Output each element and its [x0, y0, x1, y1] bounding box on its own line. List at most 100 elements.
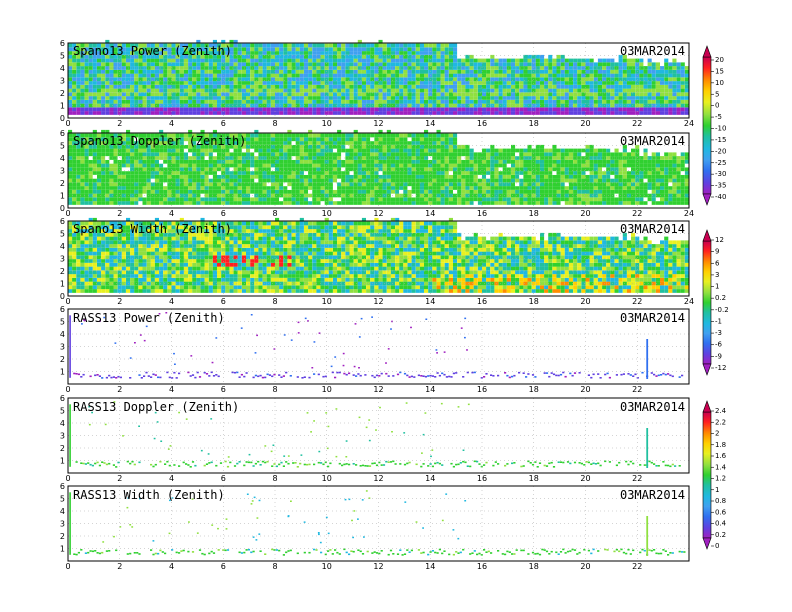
field-cell	[233, 152, 238, 157]
field-cell	[72, 144, 77, 149]
field-cell	[444, 73, 449, 78]
field-cell	[655, 73, 660, 78]
field-cell	[299, 186, 304, 190]
field-cell	[531, 193, 536, 198]
field-cell	[237, 186, 242, 190]
field-cell	[419, 66, 424, 70]
field-cell	[577, 189, 582, 194]
field-cell	[361, 43, 366, 48]
field-cell	[217, 144, 222, 149]
field-cell	[349, 81, 354, 85]
y-tick-label: 1	[60, 102, 65, 111]
field-cell	[680, 62, 685, 67]
field-cell	[208, 107, 213, 112]
field-cell	[589, 96, 594, 100]
field-cell	[275, 51, 280, 55]
field-cell	[291, 189, 296, 194]
field-cell	[279, 107, 284, 112]
field-cell	[631, 73, 636, 78]
field-cell	[246, 77, 251, 82]
field-cell	[179, 159, 184, 164]
field-cell	[320, 152, 325, 157]
field-cell	[440, 141, 445, 145]
field-cell	[494, 167, 499, 172]
field-cell	[121, 178, 126, 183]
field-cell	[482, 201, 487, 205]
field-cell	[349, 66, 354, 70]
field-cell	[345, 189, 350, 194]
field-cell	[378, 163, 383, 168]
field-cell	[453, 197, 458, 202]
field-cell	[511, 186, 516, 190]
field-cell	[486, 171, 491, 175]
field-cell	[366, 159, 371, 164]
field-cell	[589, 103, 594, 108]
field-cell	[366, 96, 371, 100]
field-cell	[573, 88, 578, 93]
field-cell	[237, 62, 242, 67]
field-cell	[84, 77, 89, 82]
field-cell	[395, 189, 400, 194]
field-cell	[328, 47, 333, 52]
field-cell	[68, 152, 73, 157]
field-cell	[676, 107, 681, 112]
field-cell	[266, 84, 271, 89]
field-cell	[304, 54, 309, 59]
field-cell	[250, 159, 255, 164]
field-cell	[494, 148, 499, 153]
field-cell	[515, 103, 520, 108]
field-cell	[560, 174, 565, 179]
field-cell	[283, 193, 288, 198]
field-cell	[196, 69, 201, 74]
field-cell	[246, 62, 251, 67]
field-cell	[568, 163, 573, 168]
field-cell	[585, 163, 590, 168]
field-cell	[154, 51, 159, 55]
field-cell	[233, 201, 238, 205]
field-cell	[237, 171, 242, 175]
field-cell	[399, 144, 404, 149]
field-cell	[498, 163, 503, 168]
field-cell	[461, 99, 466, 104]
field-cell	[419, 54, 424, 59]
field-cell	[465, 178, 470, 183]
field-cell	[515, 62, 520, 67]
field-cell	[361, 111, 366, 115]
field-cell	[159, 193, 164, 198]
field-cell	[200, 178, 205, 183]
field-cell	[622, 69, 627, 74]
field-cell	[101, 103, 106, 108]
field-cell	[655, 69, 660, 74]
field-cell	[130, 174, 135, 179]
field-cell	[345, 197, 350, 202]
field-cell	[142, 69, 147, 74]
field-cell	[527, 201, 532, 205]
field-cell	[324, 43, 329, 48]
field-cell	[664, 66, 669, 70]
field-cell	[511, 111, 516, 115]
field-cell	[324, 144, 329, 149]
field-cell	[349, 96, 354, 100]
field-cell	[266, 81, 271, 85]
field-cell	[134, 51, 139, 55]
field-cell	[477, 58, 482, 63]
field-cell	[490, 197, 495, 202]
field-cell	[138, 107, 143, 112]
field-cell	[287, 182, 292, 187]
field-cell	[105, 96, 110, 100]
field-cell	[519, 156, 524, 160]
field-cell	[97, 103, 102, 108]
field-cell	[241, 47, 246, 52]
field-cell	[585, 193, 590, 198]
field-cell	[349, 54, 354, 59]
field-cell	[208, 66, 213, 70]
field-cell	[424, 58, 429, 63]
field-cell	[647, 84, 652, 89]
field-cell	[448, 144, 453, 149]
field-cell	[299, 141, 304, 145]
field-cell	[320, 81, 325, 85]
field-cell	[333, 73, 338, 78]
field-cell	[333, 96, 338, 100]
field-cell	[622, 84, 627, 89]
field-cell	[142, 197, 147, 202]
